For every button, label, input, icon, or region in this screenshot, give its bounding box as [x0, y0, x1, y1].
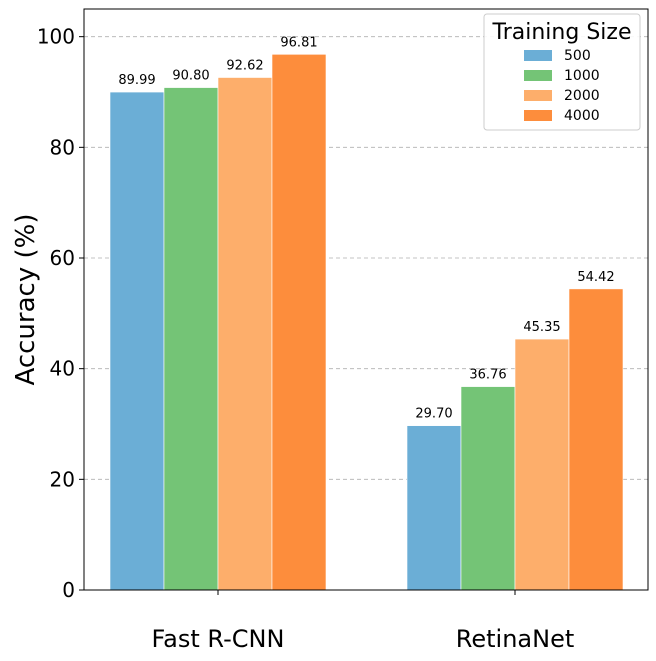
bar-4000	[271, 54, 327, 591]
bars	[109, 54, 624, 591]
data-label: 36.76	[469, 368, 506, 383]
x-category-label: RetinaNet	[456, 625, 575, 653]
plot-frame	[83, 8, 649, 591]
legend-entry: 4000	[564, 108, 600, 124]
legend-box	[483, 13, 641, 131]
y-tick-label: 80	[50, 135, 75, 159]
bar-500	[109, 91, 165, 591]
data-label: 45.35	[523, 320, 560, 335]
data-label: 96.81	[280, 35, 317, 50]
legend-entry: 1000	[564, 68, 600, 84]
bar-2000	[514, 338, 570, 591]
data-label: 92.62	[226, 59, 263, 74]
legend-swatch	[524, 110, 552, 121]
data-label: 90.80	[172, 69, 209, 84]
x-axis: Fast R-CNN RetinaNet	[152, 590, 575, 653]
y-tick-label: 60	[50, 246, 75, 270]
bar-1000	[163, 87, 219, 591]
legend-swatch	[524, 90, 552, 101]
legend-title: Training Size	[492, 20, 632, 45]
bar-4000	[568, 288, 624, 591]
data-label: 29.70	[415, 407, 452, 422]
x-category-label: Fast R-CNN	[152, 625, 285, 653]
bar-2000	[217, 77, 273, 591]
y-axis-title: Accuracy (%)	[11, 214, 41, 386]
data-labels: 89.99 90.80 92.62 96.81 29.70 36.76 45.35 54.42	[118, 35, 614, 421]
y-tick-label: 0	[62, 578, 75, 602]
legend-swatch	[524, 70, 552, 81]
bar-500	[406, 425, 462, 591]
y-tick-label: 40	[50, 357, 75, 381]
legend-swatch	[524, 50, 552, 61]
bar-1000	[460, 386, 516, 591]
data-label: 89.99	[118, 73, 155, 88]
legend-entry: 2000	[564, 88, 600, 104]
y-axis: 0 20 40 60 80 100	[37, 25, 84, 602]
y-tick-label: 20	[50, 467, 75, 491]
legend: Training Size 500 1000 2000 4000	[483, 13, 641, 131]
legend-entry: 500	[564, 48, 591, 64]
y-tick-label: 100	[37, 25, 75, 49]
data-label: 54.42	[577, 270, 614, 285]
